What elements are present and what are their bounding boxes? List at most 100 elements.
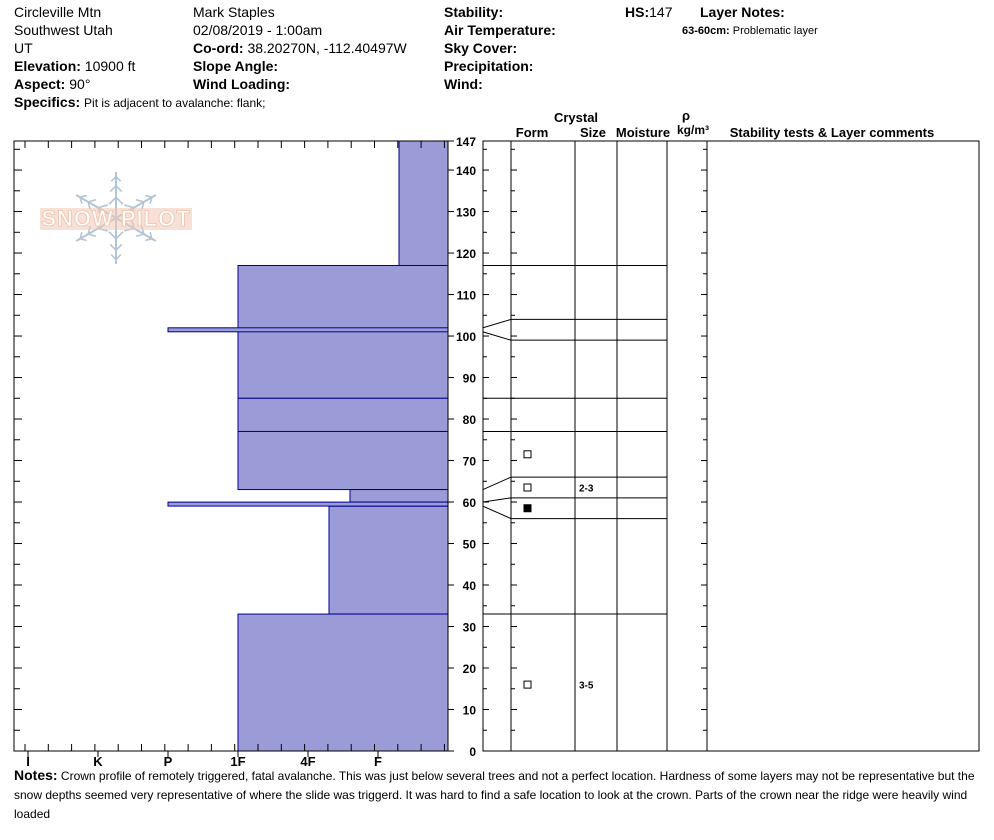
thin-layer-1 xyxy=(167,501,449,507)
snowflake-branch xyxy=(79,232,83,239)
coordinates-label: Co-ord: xyxy=(193,40,244,56)
notes-text: Crown profile of remotely triggered, fat… xyxy=(14,769,975,821)
coordinates-value: 38.20270N, -112.40497W xyxy=(247,40,407,56)
depth-label-60: 60 xyxy=(463,496,477,510)
depth-label-30: 30 xyxy=(463,621,477,635)
depth-label-50: 50 xyxy=(463,538,477,552)
precipitation: Precipitation: xyxy=(444,57,533,75)
grain-form-symbol-1 xyxy=(523,483,532,492)
observation-datetime: 02/08/2019 - 1:00am xyxy=(193,22,323,38)
snowflake-branch xyxy=(145,237,153,242)
elevation: Elevation: 10900 ft xyxy=(14,57,135,75)
snow-height-value: 147 xyxy=(649,4,673,20)
hardness-layers xyxy=(13,140,449,752)
layer-note-text: Problematic layer xyxy=(732,25,818,37)
depth-label-40: 40 xyxy=(463,579,477,593)
thin-layer-0 xyxy=(167,327,449,333)
grain-form-symbol-2 xyxy=(523,504,532,513)
snow-height: HS:147 xyxy=(625,3,672,21)
depth-label-140: 140 xyxy=(456,164,476,178)
depth-label-100: 100 xyxy=(456,330,476,344)
snowflake-branch xyxy=(149,197,153,204)
observer-name: Mark Staples xyxy=(193,4,275,20)
region-name: Southwest Utah xyxy=(14,22,113,38)
coordinates: Co-ord: 38.20270N, -112.40497W xyxy=(193,39,407,57)
hardness-label-F: F xyxy=(374,754,382,769)
moisture-header: Moisture xyxy=(616,125,670,140)
snowflake-branch xyxy=(108,196,117,205)
grain-table-frame xyxy=(482,140,980,752)
grain-size-label-3: 3-5 xyxy=(579,681,594,692)
stability-header: Stability tests & Layer comments xyxy=(730,125,934,140)
depth-label-70: 70 xyxy=(463,455,477,469)
snowflake-branch xyxy=(135,233,145,237)
depth-label-10: 10 xyxy=(463,704,477,718)
snowflake-branch xyxy=(115,196,124,205)
grain-layer-line-8 xyxy=(482,505,667,520)
grain-size-label-1: 2-3 xyxy=(579,483,594,494)
grain-layer-line-6 xyxy=(482,476,667,491)
hardness-label-K: K xyxy=(93,754,103,769)
precipitation-label: Precipitation: xyxy=(444,58,534,74)
snowflake-branch xyxy=(135,199,145,203)
snow-height-label: HS: xyxy=(625,4,650,20)
snowflake-branch xyxy=(109,185,117,193)
hardness-label-4F: 4F xyxy=(300,754,315,769)
location-name: Circleville Mtn xyxy=(14,4,102,20)
grain-form-symbol-3 xyxy=(523,680,532,689)
snowflake-branch xyxy=(79,237,87,242)
wind-loading-label: Wind Loading: xyxy=(193,76,291,92)
slope-angle: Slope Angle: xyxy=(193,57,278,75)
grain-table: 2-3 3-5 xyxy=(482,140,980,752)
snowflake-branch xyxy=(87,199,97,203)
layer-notes-label: Layer Notes: xyxy=(700,4,785,20)
hardness-label-I: I xyxy=(26,754,30,769)
grain-layer-line-7 xyxy=(482,497,667,503)
snowflake-branch xyxy=(110,176,117,182)
grain-layer-line-3 xyxy=(482,331,667,341)
snowflake-branch xyxy=(115,243,123,251)
snowflake-branch xyxy=(149,232,153,239)
depth-label-20: 20 xyxy=(463,662,477,676)
aspect-value: 90° xyxy=(69,76,91,92)
depth-label-120: 120 xyxy=(456,247,476,261)
sky-cover: Sky Cover: xyxy=(444,39,517,57)
depth-label-110: 110 xyxy=(457,289,477,303)
hardness-layer-4 xyxy=(349,489,449,503)
snowflake-branch xyxy=(145,194,153,199)
slope-angle-label: Slope Angle: xyxy=(193,58,279,74)
notes: Notes: Crown profile of remotely trigger… xyxy=(14,766,989,824)
air-temperature: Air Temperature: xyxy=(444,21,556,39)
layer-note: 63-60cm: Problematic layer xyxy=(682,22,818,40)
air-temperature-label: Air Temperature: xyxy=(444,22,556,38)
wind-label: Wind: xyxy=(444,76,483,92)
hardness-label-P: P xyxy=(164,754,173,769)
wind: Wind: xyxy=(444,75,483,93)
snowflake-branch xyxy=(79,194,87,199)
hardness-label-1F: 1F xyxy=(230,754,245,769)
snowflake-branch xyxy=(115,254,122,260)
chart-frame xyxy=(13,140,449,752)
specifics-label: Specifics: xyxy=(14,94,81,110)
snowflake-branch xyxy=(115,185,123,193)
crystal-header: Crystal xyxy=(554,110,598,125)
hardness-layer-0 xyxy=(398,140,449,266)
snowflake-branch xyxy=(79,197,83,204)
depth-label-90: 90 xyxy=(463,372,477,386)
snowflake-branch xyxy=(109,243,117,251)
hardness-layer-2 xyxy=(237,397,449,432)
depth-label-80: 80 xyxy=(463,413,477,427)
density-symbol: ρ xyxy=(682,108,690,123)
elevation-label: Elevation: xyxy=(14,58,81,74)
specifics-value: Pit is adjacent to avalanche: flank; xyxy=(84,96,266,110)
depth-label-130: 130 xyxy=(456,206,476,220)
snowflake-branch xyxy=(110,254,117,260)
density-unit: kg/m³ xyxy=(677,123,709,137)
layer-note-range: 63-60cm: xyxy=(682,25,730,37)
hardness-layer-5 xyxy=(328,505,449,615)
snowflake-branch xyxy=(115,231,124,240)
snowflake-branch xyxy=(115,176,122,182)
sky-cover-label: Sky Cover: xyxy=(444,40,518,56)
stability-label: Stability: xyxy=(444,4,504,20)
